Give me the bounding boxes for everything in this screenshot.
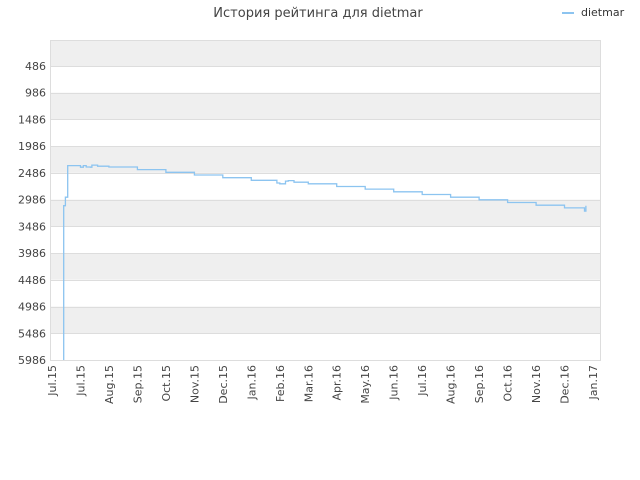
y-tick-label: 2486: [18, 167, 46, 180]
x-tick-label: Sep.16: [473, 365, 486, 403]
x-axis-ticks: Jul.15 Jul.15 Aug.15 Sep.15 Oct.15 Nov.15 Dec.…: [46, 365, 600, 404]
grid-band: [50, 279, 600, 307]
grid-band: [50, 40, 600, 66]
y-tick-label: 486: [25, 60, 46, 73]
series-line-dietmar: [63, 164, 587, 360]
grid-band: [50, 119, 600, 147]
x-tick-label: Oct.16: [502, 365, 515, 402]
x-tick-label: Feb.16: [274, 365, 287, 402]
x-tick-label: Jul.15: [74, 365, 87, 397]
x-tick-label: Sep.15: [131, 365, 144, 403]
grid-bands: [50, 40, 600, 360]
grid-band: [50, 199, 600, 227]
y-tick-label: 5986: [18, 354, 46, 367]
y-tick-label: 4486: [18, 274, 46, 287]
x-tick-label: Jan.17: [587, 365, 600, 400]
x-tick-label: Dec.16: [559, 365, 572, 404]
grid-band: [50, 146, 600, 173]
x-tick-label: Dec.15: [217, 365, 230, 404]
x-tick-label: Mar.16: [302, 365, 315, 402]
y-tick-label: 5486: [18, 327, 46, 340]
x-tick-label: Jan.16: [245, 365, 258, 400]
legend-label: dietmar: [581, 6, 625, 19]
y-tick-label: 1986: [18, 140, 46, 153]
y-tick-label: 3986: [18, 247, 46, 260]
plot-border: [50, 40, 601, 361]
y-tick-label: 986: [25, 87, 46, 100]
x-tick-label: Nov.16: [530, 365, 543, 403]
x-tick-label: Aug.16: [445, 365, 458, 404]
grid-band: [50, 333, 600, 360]
series-layer: [63, 164, 587, 360]
y-tick-label: 2986: [18, 194, 46, 207]
grid-band: [50, 306, 600, 334]
y-axis-ticks: 486 986 1486 1986 2486 2986 3486 3986 4486 4986 54…: [18, 60, 46, 367]
y-tick-label: 3486: [18, 220, 46, 233]
x-tick-label: Oct.15: [160, 365, 173, 402]
y-tick-label: 4986: [18, 301, 46, 314]
x-tick-label: Aug.15: [103, 365, 116, 404]
grid-band: [50, 92, 600, 120]
grid-band: [50, 65, 600, 93]
x-tick-label: Jun.16: [388, 365, 401, 401]
grid-band: [50, 253, 600, 280]
x-tick-label: Nov.15: [188, 365, 201, 403]
legend[interactable]: dietmar: [562, 6, 625, 19]
chart-title: История рейтинга для dietmar: [213, 6, 423, 21]
x-tick-label: May.16: [359, 365, 372, 404]
grid-band: [50, 226, 600, 254]
x-tick-label: Apr.16: [331, 365, 344, 401]
x-tick-label: Jul.15: [46, 365, 59, 397]
grid-band: [50, 172, 600, 200]
y-tick-label: 1486: [18, 113, 46, 126]
x-tick-label: Jul.16: [416, 365, 429, 397]
